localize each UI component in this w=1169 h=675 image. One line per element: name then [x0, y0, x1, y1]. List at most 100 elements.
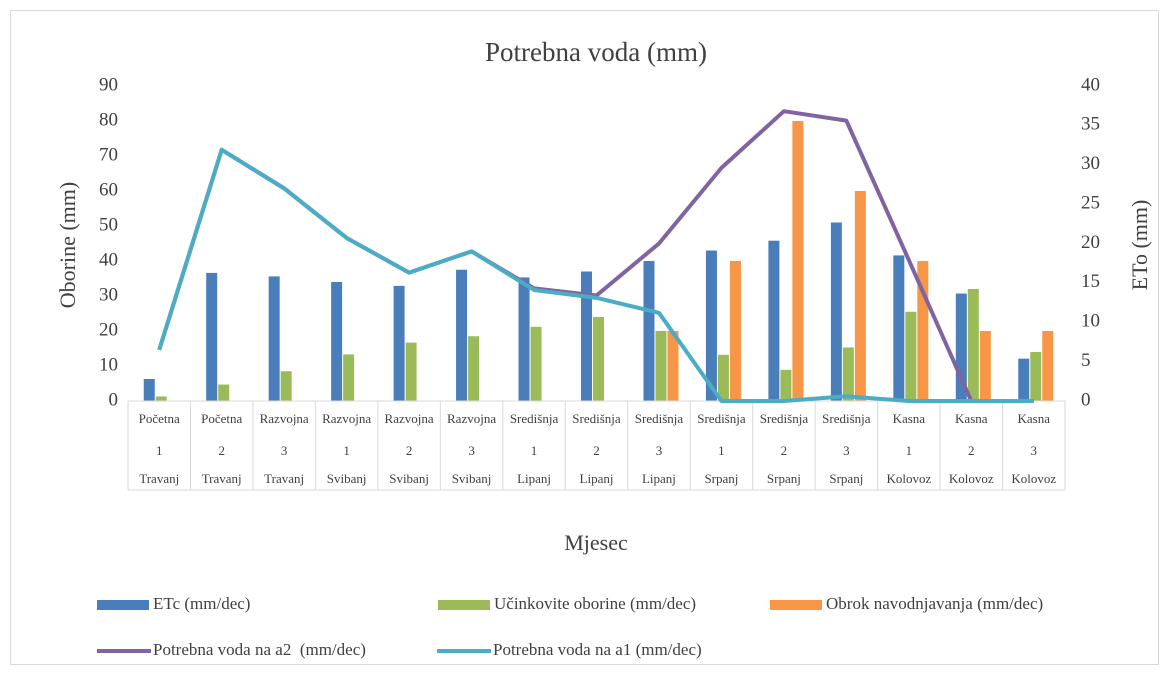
bar — [268, 276, 280, 401]
x-tick-label: Razvojna — [260, 411, 309, 426]
bar — [917, 261, 929, 401]
x-tick-label: Srpanj — [767, 471, 801, 486]
chart-title: Potrebna voda (mm) — [485, 37, 707, 67]
x-tick-label: Svibanj — [389, 471, 429, 486]
y2-tick-label: 35 — [1081, 114, 1100, 135]
x-tick-label: Središnja — [697, 411, 746, 426]
x-tick-label: Središnja — [572, 411, 621, 426]
bar — [218, 384, 230, 401]
y2-tick-label: 5 — [1081, 350, 1091, 371]
x-tick-label: 1 — [906, 443, 913, 458]
y-tick-label: 0 — [109, 389, 119, 410]
x-tick-label: Kolovoz — [949, 471, 994, 486]
x-tick-label: Središnja — [510, 411, 559, 426]
bar — [518, 277, 530, 401]
bar — [717, 354, 729, 401]
y2-axis-title: ETo (mm) — [1127, 200, 1152, 291]
bar — [530, 326, 542, 401]
bar — [768, 240, 780, 401]
x-tick-label: 3 — [843, 443, 850, 458]
bar — [905, 311, 917, 401]
y2-tick-label: 40 — [1081, 74, 1100, 95]
x-tick-label: Lipanj — [517, 471, 551, 486]
x-tick-label: 2 — [968, 443, 975, 458]
legend-swatch — [438, 600, 490, 610]
bar — [143, 378, 155, 401]
bar — [1042, 331, 1054, 401]
x-tick-label: Srpanj — [829, 471, 863, 486]
legend-swatch — [770, 600, 822, 610]
y-axis-title: Oborine (mm) — [55, 182, 80, 308]
x-tick-label: 1 — [156, 443, 163, 458]
y-tick-label: 70 — [99, 144, 118, 165]
line — [157, 147, 1034, 403]
bar — [593, 317, 604, 401]
x-tick-label: 3 — [468, 443, 475, 458]
y2-tick-label: 15 — [1081, 271, 1100, 292]
x-tick-label: Razvojna — [322, 411, 371, 426]
y-tick-label: 20 — [99, 319, 118, 340]
bar — [1018, 358, 1030, 401]
x-tick-label: Svibanj — [452, 471, 492, 486]
bar — [280, 371, 292, 401]
legend-swatch — [97, 600, 149, 610]
bar — [393, 285, 405, 401]
y-tick-label: 80 — [99, 109, 118, 130]
x-tick-label: 1 — [718, 443, 725, 458]
bar — [1030, 352, 1042, 401]
bar — [343, 354, 355, 401]
legend-label: Potrebna voda na a1 (mm/dec) — [493, 640, 702, 659]
x-tick-label: Lipanj — [580, 471, 614, 486]
x-tick-label: Kolovoz — [1011, 471, 1056, 486]
x-tick-label: 2 — [781, 443, 788, 458]
bar — [155, 396, 167, 401]
x-tick-label: Početna — [201, 411, 242, 426]
x-tick-label: Kasna — [893, 411, 926, 426]
y2-tick-label: 0 — [1081, 389, 1091, 410]
y-tick-label: 50 — [99, 214, 118, 235]
bar — [468, 336, 480, 401]
x-tick-label: Razvojna — [447, 411, 496, 426]
bar — [830, 222, 842, 401]
y2-tick-label: 30 — [1081, 153, 1100, 174]
x-tick-label: 3 — [656, 443, 663, 458]
legend-label: Obrok navodnjavanja (mm/dec) — [826, 594, 1043, 613]
x-tick-label: Srpanj — [704, 471, 738, 486]
x-tick-label: 1 — [343, 443, 350, 458]
x-tick-label: Kolovoz — [886, 471, 931, 486]
x-tick-label: Travanj — [202, 471, 242, 486]
x-tick-label: 2 — [406, 443, 413, 458]
x-tick-label: Središnja — [822, 411, 871, 426]
x-tick-label: Lipanj — [642, 471, 676, 486]
x-tick-label: Središnja — [635, 411, 684, 426]
x-tick-label: 3 — [1031, 443, 1038, 458]
bar — [405, 342, 417, 401]
y-tick-label: 90 — [99, 74, 118, 95]
bar — [854, 191, 866, 401]
y2-tick-label: 25 — [1081, 192, 1100, 213]
bar — [456, 269, 468, 401]
bar — [729, 261, 741, 401]
x-tick-label: 2 — [593, 443, 600, 458]
bar — [955, 293, 967, 401]
legend-label: Učinkovite oborine (mm/dec) — [494, 594, 696, 613]
bar — [705, 250, 717, 401]
x-tick-label: Travanj — [139, 471, 179, 486]
legend-label: ETc (mm/dec) — [153, 594, 250, 613]
y2-tick-label: 20 — [1081, 232, 1100, 253]
bar — [967, 289, 979, 401]
bar — [792, 121, 804, 401]
x-tick-label: Središnja — [760, 411, 809, 426]
x-tick-label: Travanj — [264, 471, 304, 486]
bar — [643, 261, 655, 401]
bar — [331, 282, 343, 401]
x-tick-label: Kasna — [1018, 411, 1051, 426]
x-tick-label: 3 — [281, 443, 288, 458]
y-tick-label: 60 — [99, 179, 118, 200]
x-tick-label: 2 — [218, 443, 225, 458]
legend-label: Potrebna voda na a2 (mm/dec) — [153, 640, 366, 659]
bar — [893, 255, 905, 401]
bar — [655, 331, 667, 401]
y-tick-label: 10 — [99, 354, 118, 375]
